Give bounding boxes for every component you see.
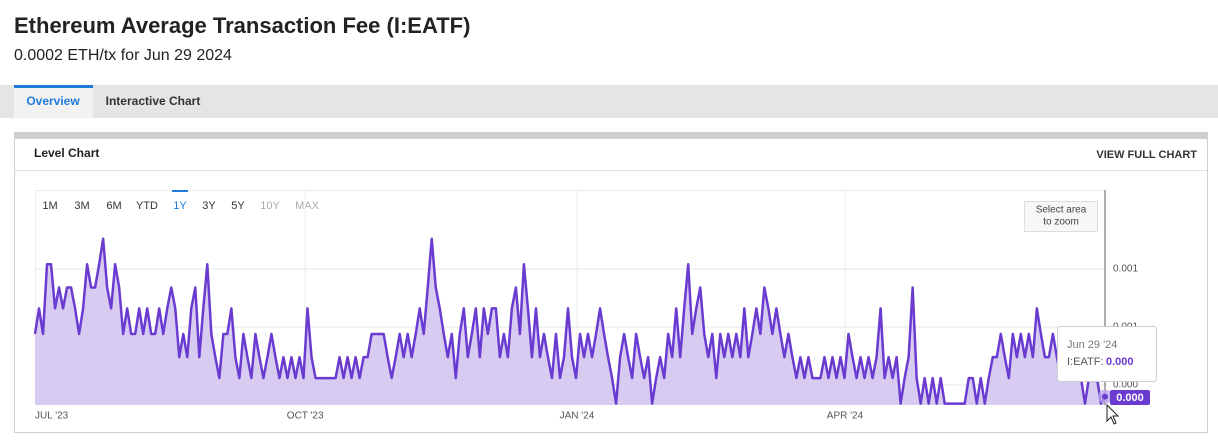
range-button[interactable]: 3M: [74, 200, 89, 212]
tab-bar: [0, 85, 1218, 118]
view-full-chart[interactable]: VIEW FULL CHART: [1096, 149, 1197, 161]
tooltip: [1057, 326, 1157, 382]
range-button[interactable]: 5Y: [231, 200, 245, 212]
page-title: Ethereum Average Transaction Fee (I:EATF…: [14, 13, 470, 38]
range-button[interactable]: MAX: [295, 200, 320, 212]
tab[interactable]: Overview: [26, 94, 80, 108]
range-button[interactable]: 3Y: [202, 200, 216, 212]
tooltip-series: I:EATF:: [1067, 356, 1103, 368]
x-tick-label: APR '24: [827, 411, 864, 422]
tab[interactable]: Interactive Chart: [106, 94, 201, 108]
line: [33, 237, 1107, 405]
y-tick-label: 0.000: [1113, 380, 1138, 391]
area: [35, 238, 1105, 405]
cursor: [1106, 403, 1120, 425]
panel-title: Level Chart: [34, 146, 99, 160]
panel-top-border: [14, 132, 1208, 138]
range-button[interactable]: 1Y: [173, 200, 187, 212]
tooltip-value: 0.000: [1106, 356, 1134, 368]
x-tick-label: JUL '23: [35, 411, 69, 422]
tab-active-indicator: [14, 85, 93, 88]
last-value-badge: [1110, 390, 1150, 405]
last-value-label: 0.000: [1116, 392, 1144, 404]
y-tick-label: 0.001: [1113, 264, 1138, 275]
zoom-hint: to zoom: [1043, 217, 1079, 228]
range-button[interactable]: 10Y: [260, 200, 280, 212]
x-tick-label: JAN '24: [560, 411, 595, 422]
zoom-hint: Select area: [1036, 205, 1087, 216]
hover-dot: [1102, 393, 1108, 400]
chart: 1M 3M 6M YTD 1Y 3Y 5Y 10Y MAX JUL '23 OCT '23 JAN '…: [33, 190, 1157, 425]
tooltip-date: Jun 29 '24: [1067, 339, 1117, 351]
tab-active-bg: [14, 85, 93, 118]
range-button[interactable]: 6M: [106, 200, 121, 212]
range-button[interactable]: YTD: [136, 200, 158, 212]
page-subtitle: 0.0002 ETH/tx for Jun 29 2024: [14, 47, 232, 64]
range-button[interactable]: 1M: [42, 200, 57, 212]
zoom-hint-box: [1024, 201, 1098, 232]
range-active-indicator: [172, 190, 188, 192]
x-tick-label: OCT '23: [287, 411, 324, 422]
